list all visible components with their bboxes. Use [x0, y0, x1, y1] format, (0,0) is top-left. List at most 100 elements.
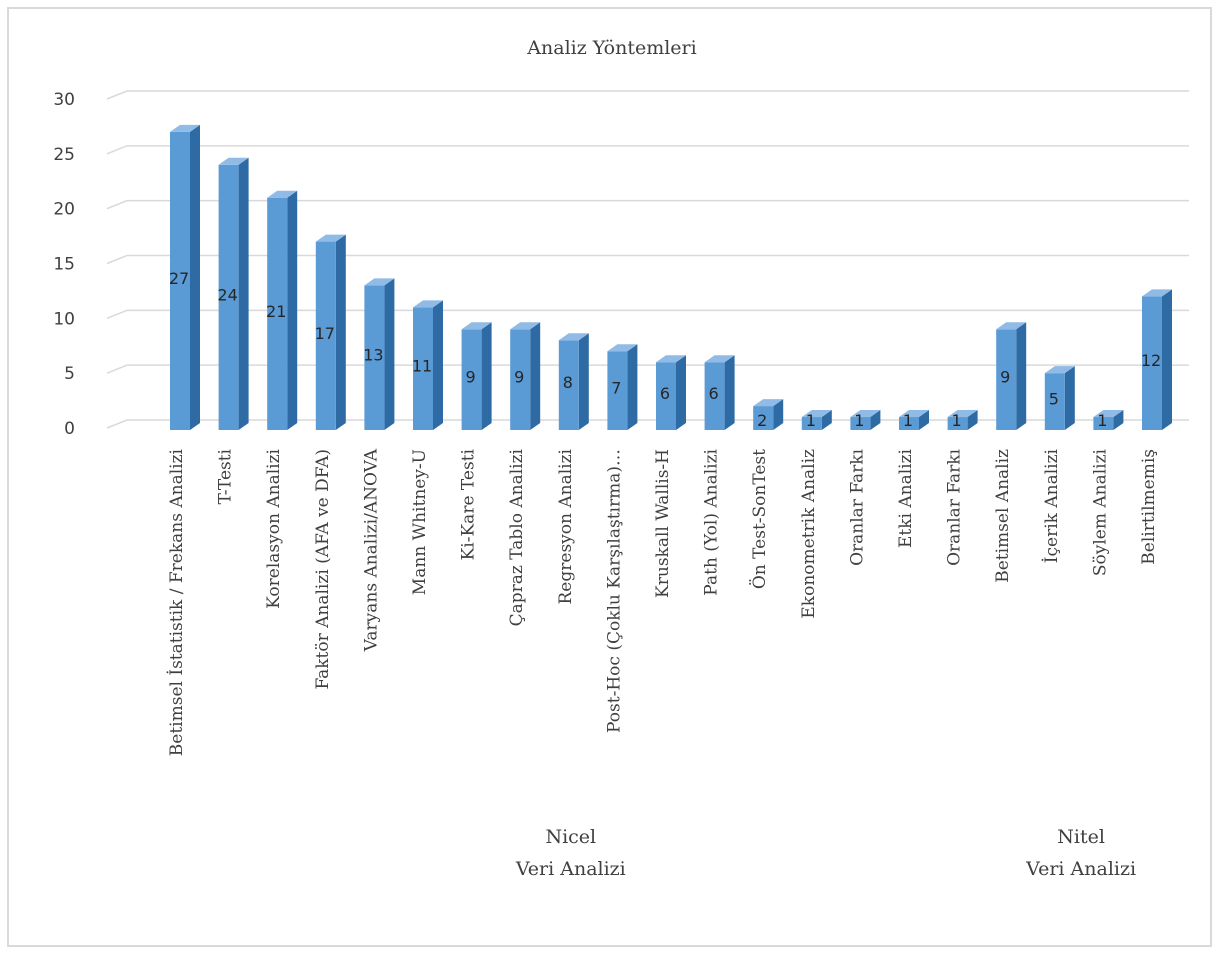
bar: [947, 410, 978, 430]
x-tick-label: Kruskall Wallis-H: [653, 449, 673, 598]
bar-top-face: [170, 124, 200, 132]
bar-front-face: [607, 351, 628, 430]
bar: [1093, 410, 1124, 430]
bar: [170, 124, 200, 431]
data-label: 1: [952, 411, 962, 430]
x-tick-label: Betimsel Analiz: [993, 449, 1013, 583]
bar-top-face: [1142, 289, 1172, 297]
y-tick-label: 5: [64, 364, 75, 384]
bar-top-face: [364, 278, 395, 286]
y-tick-label: 10: [53, 309, 75, 329]
gridline: [106, 419, 1189, 429]
bar: [899, 410, 929, 430]
x-axis-category-labels: Betimsel İstatistik / Frekans Analizi T-T…: [166, 448, 1159, 756]
bar-side-face: [1113, 410, 1124, 430]
bar: [558, 333, 589, 430]
group-label-line1: Nitel: [1057, 826, 1105, 848]
gridlines: [106, 90, 1189, 429]
bar-front-face: [558, 340, 579, 430]
x-tick-label: Path (Yol) Analizi: [702, 448, 722, 595]
data-label: 2: [757, 411, 767, 430]
data-label: 13: [363, 346, 383, 365]
bar-side-face: [967, 410, 978, 430]
data-label: 6: [709, 384, 719, 403]
bar-front-face: [413, 307, 433, 430]
bar-front-face: [656, 362, 676, 430]
data-label: 9: [466, 368, 476, 387]
group-label-line2: Veri Analizi: [1025, 858, 1136, 880]
x-tick-label: Post-Hoc (Çoklu Karşılaştırma)…: [604, 449, 624, 733]
bar: [704, 355, 735, 430]
bar-front-face: [364, 285, 385, 430]
bar-top-face: [461, 322, 492, 330]
bar-top-face: [315, 234, 346, 242]
bar-top-face: [218, 157, 249, 165]
x-tick-label: Betimsel İstatistik / Frekans Analizi: [166, 448, 187, 756]
bar-side-face: [335, 234, 346, 430]
bar-front-face: [1044, 373, 1065, 430]
data-label: 27: [169, 269, 189, 288]
bar: [315, 234, 346, 430]
bar-top-face: [850, 410, 881, 418]
data-label: 1: [806, 411, 816, 430]
data-label: 24: [217, 285, 237, 304]
bar-top-face: [1044, 366, 1075, 374]
x-tick-label: Oranlar Farkı: [847, 448, 867, 565]
x-tick-label: Oranlar Farkı: [945, 448, 965, 565]
bar: [801, 410, 832, 430]
data-label: 6: [660, 384, 670, 403]
x-tick-label: Belirtilmemiş: [1139, 449, 1159, 565]
bar-front-face: [1093, 417, 1114, 430]
x-tick-label: Etki Analizi: [896, 448, 916, 548]
bar-side-face: [530, 322, 541, 430]
bar-top-face: [704, 355, 735, 363]
bar: [996, 322, 1027, 430]
data-label: 11: [412, 357, 432, 376]
bar-top-face: [1093, 410, 1124, 418]
x-tick-label: İçerik Analizi: [1041, 448, 1062, 563]
data-label: 9: [1000, 368, 1010, 387]
bar: [461, 322, 492, 430]
data-label: 1: [1097, 411, 1107, 430]
category-group-labels: Nicel Veri Analizi Nitel Veri Analizi: [515, 826, 1136, 880]
bar-side-face: [1064, 366, 1075, 430]
bar-top-face: [413, 300, 443, 308]
bar-front-face: [267, 197, 288, 430]
gridline: [106, 199, 1189, 210]
bar: [850, 410, 881, 430]
data-label: 9: [514, 368, 524, 387]
bar: [656, 355, 686, 430]
bar-front-face: [947, 417, 968, 430]
bar-top-face: [899, 410, 929, 418]
bar-front-face: [753, 406, 774, 430]
bar-side-face: [287, 190, 298, 430]
bar-side-face: [578, 333, 589, 430]
bar: [218, 157, 249, 431]
gridline: [106, 364, 1189, 374]
data-label: 7: [611, 379, 621, 398]
bar-side-face: [1016, 322, 1027, 430]
bar-front-face: [315, 241, 336, 430]
bar-front-face: [170, 131, 190, 430]
x-tick-label: Regresyon Analizi: [556, 448, 576, 604]
chart-frame: Analiz Yöntemleri 0 5 10 15 20 25 30 27 24 21 17 13…: [7, 7, 1212, 947]
bar-top-face: [656, 355, 686, 363]
y-tick-label: 15: [53, 255, 75, 275]
gridline: [106, 309, 1189, 320]
gridline: [106, 254, 1189, 265]
bar-front-face: [899, 417, 919, 430]
bar-side-face: [481, 322, 492, 430]
bar-side-face: [190, 124, 200, 431]
bar-front-face: [510, 329, 531, 430]
y-tick-label: 0: [64, 419, 75, 439]
data-label: 12: [1141, 351, 1161, 370]
bar-front-face: [704, 362, 725, 430]
bar-chart: Analiz Yöntemleri 0510152025302724211713…: [53, 37, 1189, 880]
bar-front-face: [1142, 296, 1162, 430]
bar-top-face: [558, 333, 589, 341]
x-tick-label: T-Testi: [216, 448, 236, 504]
group-label-line1: Nicel: [545, 826, 596, 848]
bar-side-face: [919, 410, 929, 430]
bar: [510, 322, 541, 430]
y-tick-label: 20: [53, 200, 75, 220]
